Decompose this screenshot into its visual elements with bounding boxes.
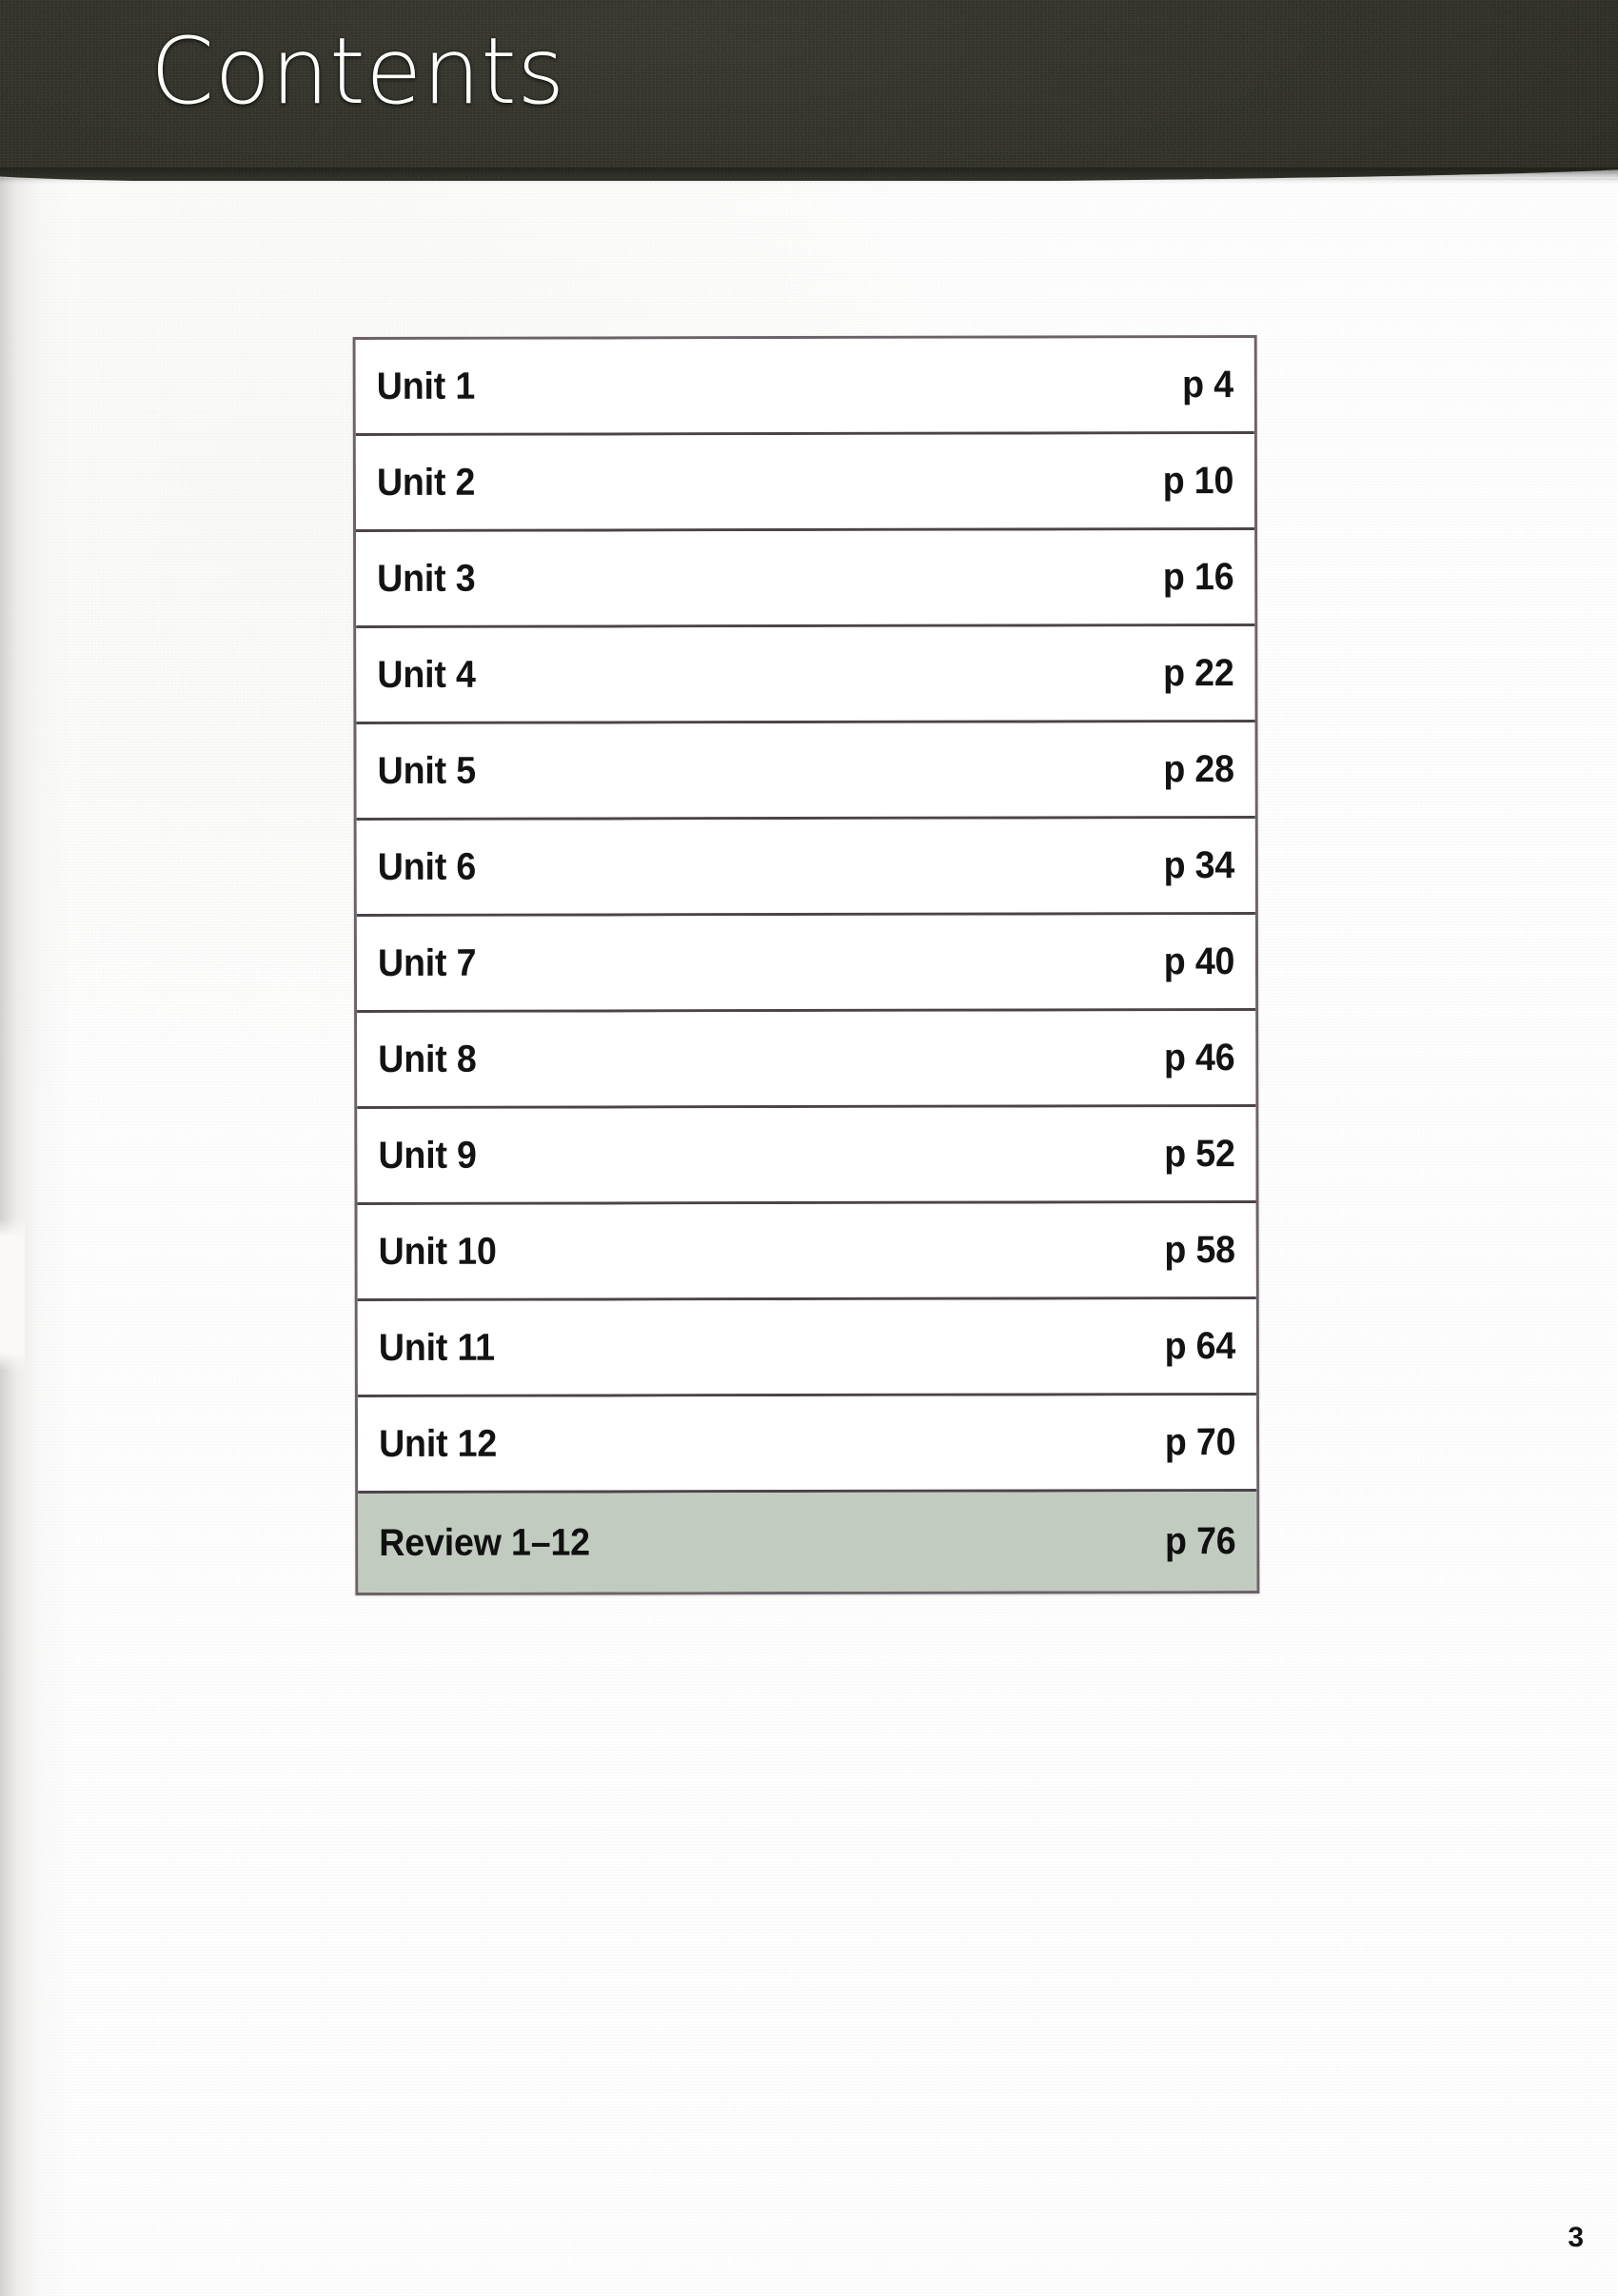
toc-entry-label: Unit 9 — [378, 1134, 477, 1177]
toc-entry-label: Unit 11 — [378, 1326, 495, 1369]
toc-entry-page-number: p 70 — [1164, 1420, 1236, 1463]
toc-entry-page-number: p 4 — [1181, 363, 1233, 406]
toc-row[interactable]: Unit 8 p 46 — [357, 1011, 1256, 1109]
toc-entry-page-number: p 52 — [1163, 1132, 1235, 1175]
toc-entry-label: Unit 2 — [376, 461, 476, 504]
toc-entry-page-number: p 64 — [1164, 1324, 1235, 1367]
toc-entry-label: Unit 8 — [378, 1038, 477, 1080]
toc-row[interactable]: Unit 11 p 64 — [357, 1299, 1256, 1397]
toc-row[interactable]: Unit 12 p 70 — [357, 1395, 1257, 1494]
toc-entry-label: Unit 12 — [379, 1422, 498, 1465]
book-spine-shadow — [0, 169, 91, 2296]
toc-row[interactable]: Unit 10 p 58 — [357, 1203, 1256, 1301]
toc-entry-label: Review 1–12 — [379, 1520, 590, 1564]
toc-entry-label: Unit 6 — [377, 845, 477, 888]
toc-entry-page-number: p 46 — [1163, 1036, 1235, 1079]
toc-entry-page-number: p 22 — [1162, 651, 1234, 694]
toc-entry-label: Unit 5 — [377, 749, 476, 792]
toc-row[interactable]: Unit 2 p 10 — [355, 434, 1255, 532]
toc-entry-page-number: p 40 — [1163, 940, 1235, 982]
toc-entry-label: Unit 7 — [377, 941, 477, 984]
page-header-band: Contents — [0, 0, 1618, 181]
toc-row[interactable]: Unit 9 p 52 — [357, 1107, 1256, 1205]
toc-row-review[interactable]: Review 1–12 p 76 — [358, 1492, 1257, 1593]
toc-row[interactable]: Unit 3 p 16 — [356, 530, 1255, 628]
page-number-folio: 3 — [1568, 2222, 1584, 2253]
toc-row[interactable]: Unit 7 p 40 — [356, 915, 1256, 1013]
toc-entry-label: Unit 1 — [376, 365, 476, 407]
toc-entry-label: Unit 10 — [378, 1230, 497, 1273]
toc-entry-label: Unit 3 — [377, 557, 476, 600]
toc-entry-page-number: p 34 — [1163, 843, 1234, 886]
toc-row[interactable]: Unit 4 p 22 — [356, 626, 1255, 724]
toc-entry-page-number: p 28 — [1163, 747, 1234, 790]
toc-entry-page-number: p 10 — [1162, 459, 1233, 502]
toc-entry-page-number: p 16 — [1162, 555, 1234, 598]
page-edge-highlight — [0, 1218, 25, 1371]
toc-entry-page-number: p 58 — [1164, 1228, 1235, 1271]
toc-entry-label: Unit 4 — [377, 653, 476, 696]
toc-row[interactable]: Unit 1 p 4 — [355, 338, 1254, 436]
toc-entry-page-number: p 76 — [1164, 1519, 1236, 1562]
toc-row[interactable]: Unit 6 p 34 — [356, 819, 1255, 917]
page-title: Contents — [150, 18, 565, 125]
toc-row[interactable]: Unit 5 p 28 — [356, 722, 1255, 821]
